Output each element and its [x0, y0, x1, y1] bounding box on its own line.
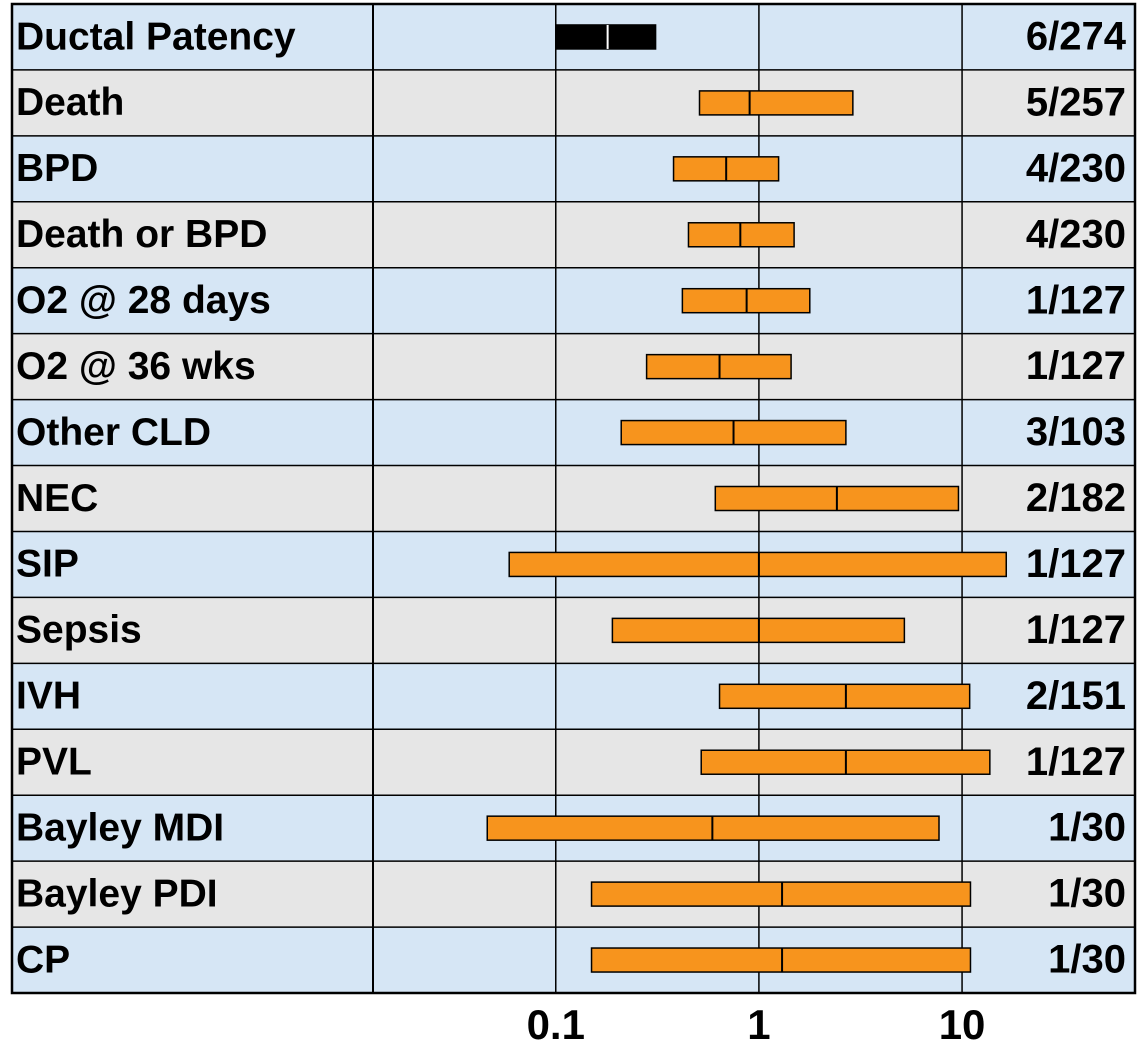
ci-bar [555, 24, 657, 50]
row-background [12, 201, 1135, 268]
frame [10, 2, 1137, 995]
row-label: Ductal Patency [16, 15, 296, 58]
ci-bar [698, 90, 854, 116]
study-count: 6/274 [1026, 15, 1127, 59]
row-background [12, 597, 1135, 664]
row-background [12, 399, 1135, 466]
x-tick-label: 1 [747, 1001, 770, 1048]
study-count: 1/127 [1026, 608, 1126, 652]
ci-bar [508, 551, 1007, 578]
row-label: Other CLD [16, 411, 211, 454]
ci-bar [590, 881, 972, 907]
row-label: PVL [16, 741, 92, 784]
row-label: O2 @ 28 days [16, 279, 271, 322]
row-label: Sepsis [16, 609, 142, 652]
row-label: NEC [16, 477, 98, 520]
row-label: Death or BPD [16, 213, 267, 256]
x-tick-label: 10 [939, 1001, 986, 1048]
row-label: Death [16, 81, 124, 124]
ci-bar [590, 947, 972, 973]
study-count: 2/182 [1026, 476, 1126, 520]
row-label: CP [16, 938, 70, 981]
row-label: IVH [16, 675, 81, 718]
row-label: BPD [16, 147, 98, 190]
row-background [12, 69, 1135, 136]
row-label: Bayley MDI [16, 806, 224, 849]
ci-bar [718, 683, 971, 710]
study-count: 1/127 [1026, 344, 1126, 388]
study-count: 1/127 [1026, 740, 1126, 784]
row-background [12, 333, 1135, 400]
row-label: SIP [16, 543, 79, 586]
study-count: 4/230 [1026, 146, 1126, 190]
study-count: 1/127 [1026, 542, 1126, 586]
study-count: 4/230 [1026, 212, 1126, 256]
row-background [12, 135, 1135, 202]
row-label: Bayley PDI [16, 872, 218, 915]
study-count: 5/257 [1026, 80, 1126, 124]
study-count: 1/30 [1048, 938, 1126, 982]
study-count: 2/151 [1026, 674, 1126, 718]
x-tick-label: 0.1 [527, 1001, 585, 1048]
study-count: 3/103 [1026, 410, 1126, 454]
study-count: 1/127 [1026, 278, 1126, 322]
study-count: 1/30 [1048, 872, 1126, 916]
row-background [12, 267, 1135, 334]
row-label: O2 @ 36 wks [16, 345, 256, 388]
study-count: 1/30 [1048, 806, 1126, 850]
row-background [12, 465, 1135, 532]
